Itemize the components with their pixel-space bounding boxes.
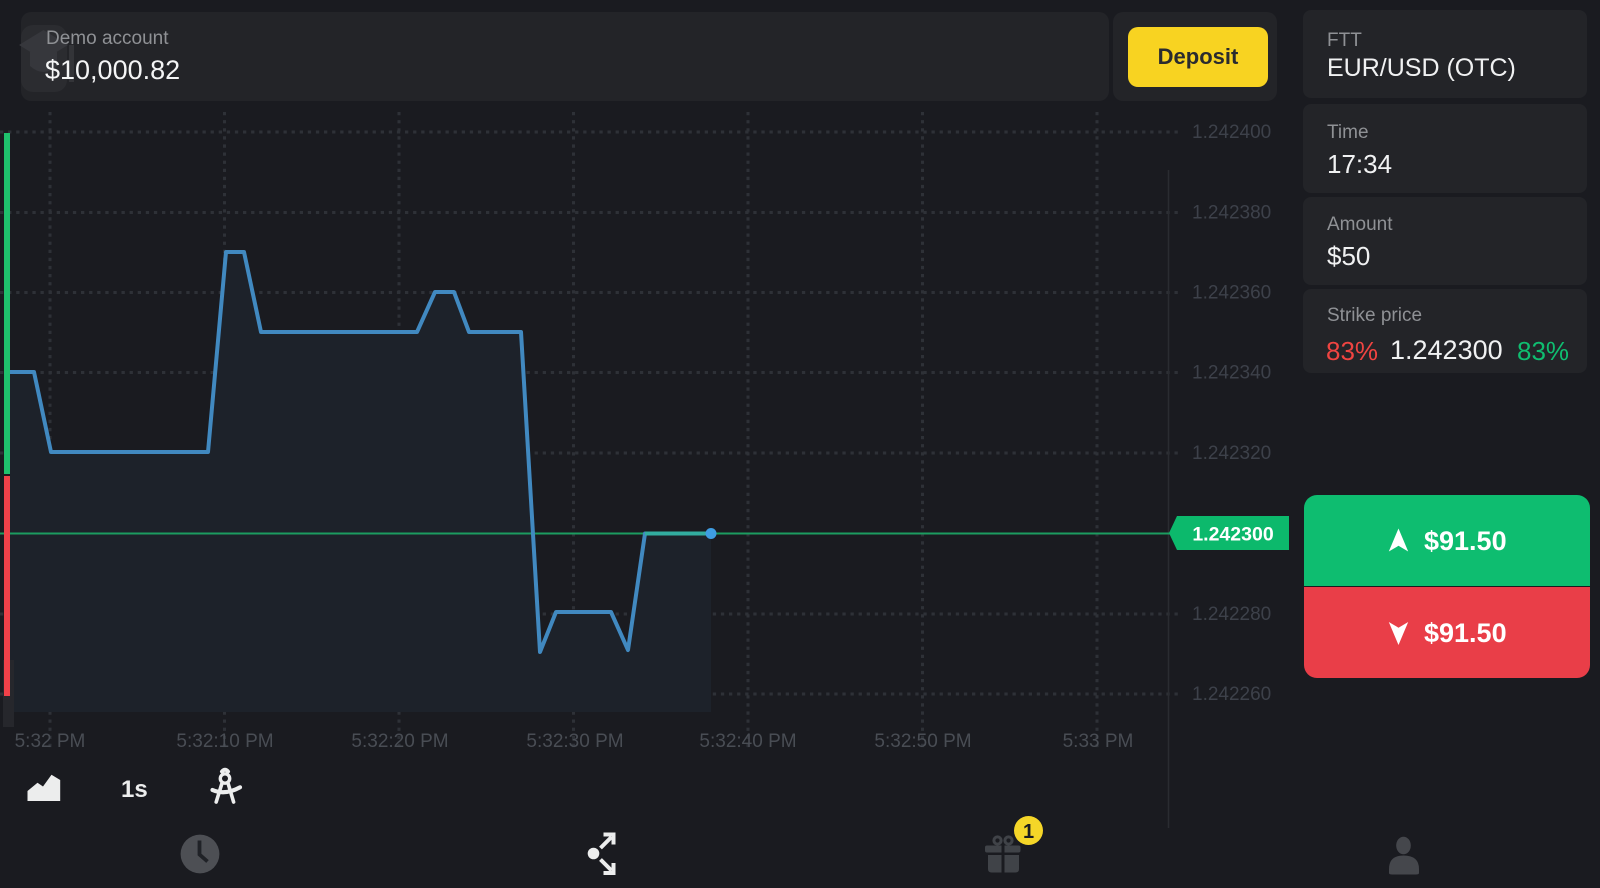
svg-text:5:32:30 PM: 5:32:30 PM — [526, 731, 623, 752]
svg-text:1.242300: 1.242300 — [1192, 524, 1273, 546]
svg-text:5:32 PM: 5:32 PM — [15, 731, 86, 752]
svg-text:1.242280: 1.242280 — [1192, 604, 1271, 625]
svg-text:1s: 1s — [121, 776, 148, 803]
svg-text:1: 1 — [1023, 821, 1034, 843]
svg-text:1.242340: 1.242340 — [1192, 363, 1271, 384]
svg-text:1.242260: 1.242260 — [1192, 684, 1271, 705]
svg-text:5:33 PM: 5:33 PM — [1063, 731, 1134, 752]
svg-text:1.242380: 1.242380 — [1192, 203, 1271, 224]
svg-text:1.242360: 1.242360 — [1192, 283, 1271, 304]
svg-text:5:32:50 PM: 5:32:50 PM — [874, 731, 971, 752]
svg-text:1.242400: 1.242400 — [1192, 122, 1271, 143]
svg-text:5:32:20 PM: 5:32:20 PM — [351, 731, 448, 752]
svg-text:5:32:10 PM: 5:32:10 PM — [176, 731, 273, 752]
svg-text:1.242320: 1.242320 — [1192, 443, 1271, 464]
svg-text:5:32:40 PM: 5:32:40 PM — [699, 731, 796, 752]
